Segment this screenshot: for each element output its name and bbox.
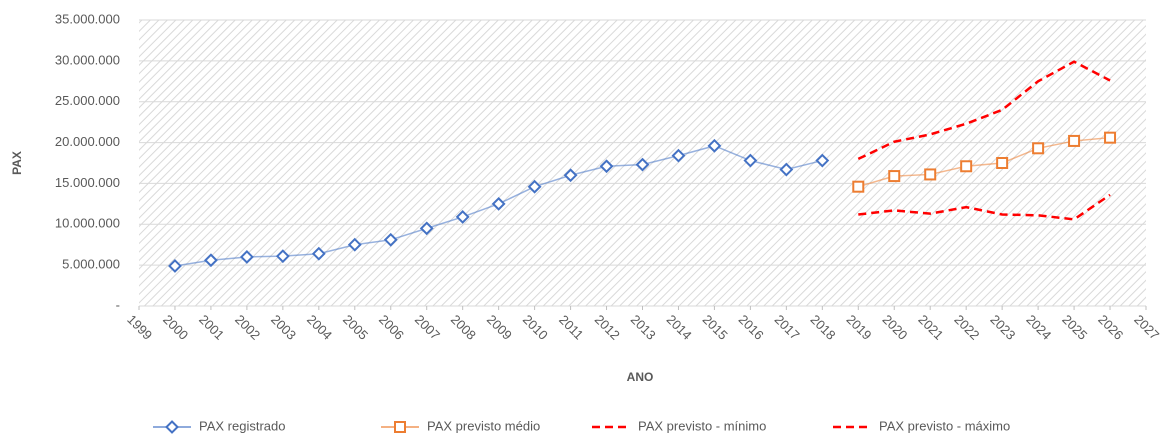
legend-marker [165,420,179,434]
data-point [204,253,218,268]
data-point [1032,142,1045,155]
data-point [635,157,650,172]
legend-label: PAX previsto - mínimo [638,418,766,433]
x-tick-label: 2023 [987,312,1018,343]
data-point [527,179,542,194]
data-point [852,180,865,193]
legend-label: PAX previsto médio [427,418,540,433]
x-tick-label: 2009 [484,312,515,343]
data-point [1104,131,1117,144]
y-tick-label: 35.000.000 [55,11,120,26]
series-line [858,193,1111,221]
y-tick-label: 5.000.000 [62,257,120,272]
x-tick-label: 2027 [1131,312,1162,343]
data-point [419,221,434,236]
legend-label: PAX previsto - máximo [879,418,1010,433]
x-tick-label: 2019 [844,312,875,343]
legend-marker [394,421,406,433]
x-tick-label: 2025 [1059,312,1090,343]
data-point [888,170,901,183]
x-tick-label: 2026 [1095,312,1126,343]
y-tick-label: - [116,297,120,312]
data-point [347,237,362,252]
data-point [815,153,830,168]
data-point [563,168,578,183]
series-line [857,60,1111,161]
data-point [455,210,470,224]
data-point [707,138,722,153]
data-point [924,168,937,181]
x-tick-label: 2010 [520,312,551,343]
y-tick-label: 25.000.000 [55,93,120,108]
x-tick-label: 2021 [915,312,946,343]
x-tick-label: 2004 [304,312,335,343]
data-point [1068,134,1081,147]
x-tick-label: 2002 [232,312,263,343]
x-tick-label: 2005 [340,312,371,343]
x-axis-title: ANO [627,370,654,384]
x-tick-label: 2012 [592,312,623,343]
data-point [168,259,182,273]
y-tick-label: 30.000.000 [55,52,120,67]
x-tick-label: 2007 [412,312,443,343]
x-tick-label: 2003 [268,312,299,343]
data-point [996,157,1009,169]
data-point [599,159,614,174]
x-tick-label: 2018 [808,312,839,343]
x-tick-label: 2020 [879,312,910,343]
x-tick-label: 2013 [628,312,659,343]
data-point [239,250,254,264]
legend-label: PAX registrado [199,418,285,433]
x-tick-label: 2008 [448,312,479,343]
y-tick-label: 10.000.000 [55,216,120,231]
x-tick-label: 2006 [376,312,407,343]
x-tick-label: 2011 [556,312,586,342]
x-tick-label: 2000 [160,312,191,343]
y-tick-label: 15.000.000 [55,175,120,190]
data-point [779,162,794,177]
y-axis-title: PAX [10,151,24,175]
data-point [960,160,973,173]
x-tick-label: 2001 [196,312,227,343]
data-point [275,249,290,264]
x-tick-label: 1999 [124,312,155,343]
data-point [383,232,398,247]
x-tick-label: 2014 [664,312,695,343]
y-tick-label: 20.000.000 [55,134,120,149]
x-tick-label: 2024 [1023,312,1054,343]
x-tick-label: 2017 [772,312,803,343]
data-point [491,196,506,211]
x-tick-label: 2015 [700,312,731,343]
x-tick-label: 2016 [736,312,767,343]
data-point [671,148,686,163]
data-point [743,153,758,168]
data-point [311,246,326,261]
x-tick-label: 2022 [951,312,982,343]
